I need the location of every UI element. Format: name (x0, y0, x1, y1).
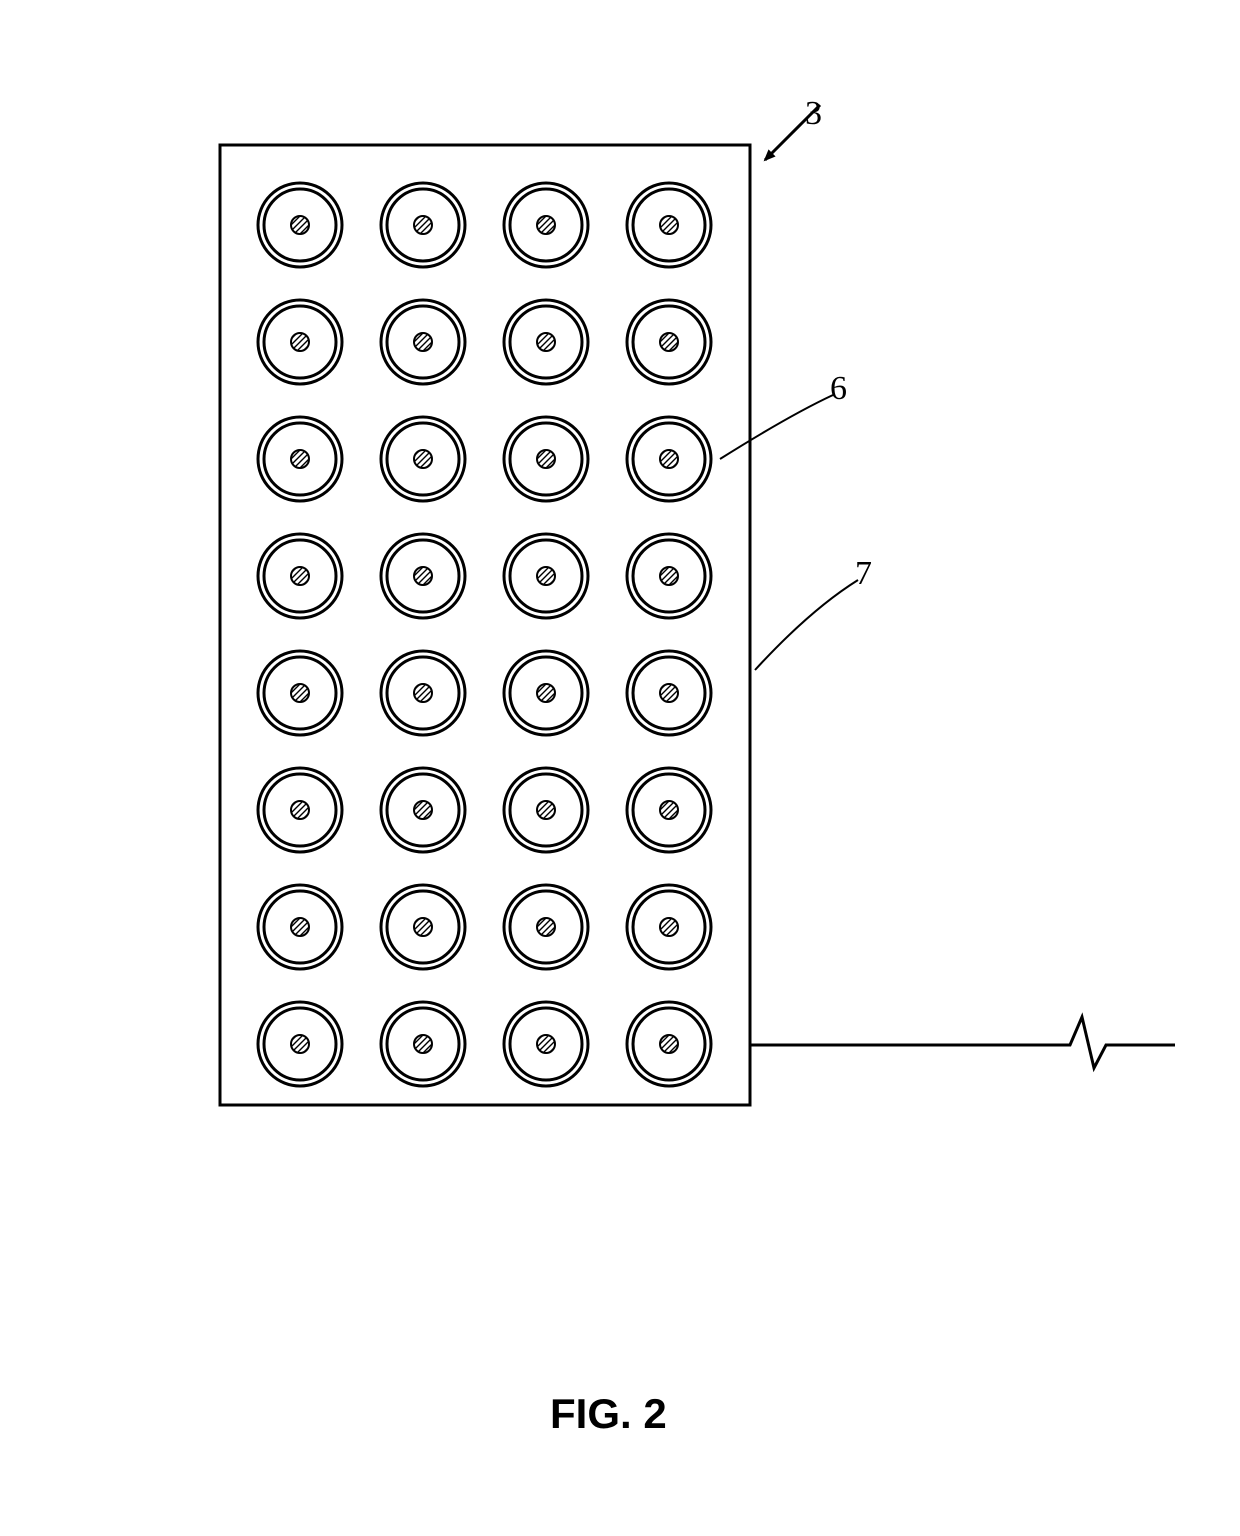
figure-stage: FIG. 2 3 6 7 (0, 0, 1240, 1536)
ring-cell (381, 300, 465, 384)
ring-cell (627, 885, 711, 969)
ring-cell (381, 651, 465, 735)
ring-cell (627, 1002, 711, 1086)
ring-cell (504, 417, 588, 501)
ring-cell (381, 768, 465, 852)
ring-cell (258, 417, 342, 501)
callout-label: 6 (830, 370, 847, 408)
ring-cell (381, 1002, 465, 1086)
ring-cell (258, 534, 342, 618)
callout-label: 7 (855, 555, 872, 593)
ring-cell (381, 534, 465, 618)
figure-caption: FIG. 2 (550, 1390, 667, 1438)
ring-cell (504, 183, 588, 267)
ring-cell (504, 885, 588, 969)
ring-cell (504, 768, 588, 852)
ring-cell (258, 768, 342, 852)
ring-cell (504, 534, 588, 618)
ring-cell (504, 651, 588, 735)
ring-cell (627, 417, 711, 501)
ring-cell (627, 183, 711, 267)
ring-cell (627, 534, 711, 618)
ring-cell (381, 885, 465, 969)
ring-cell (504, 300, 588, 384)
break-line (750, 1017, 1175, 1068)
ring-cell (258, 651, 342, 735)
figure-svg (0, 0, 1240, 1536)
ring-cell (258, 183, 342, 267)
callout-label: 3 (805, 95, 822, 133)
ring-cell (258, 885, 342, 969)
ring-cell (627, 768, 711, 852)
ring-cell (381, 417, 465, 501)
ring-cell (627, 651, 711, 735)
ring-cell (258, 300, 342, 384)
callout-leader (755, 580, 858, 670)
ring-cell (258, 1002, 342, 1086)
ring-cell (627, 300, 711, 384)
ring-cell (504, 1002, 588, 1086)
ring-cell (381, 183, 465, 267)
